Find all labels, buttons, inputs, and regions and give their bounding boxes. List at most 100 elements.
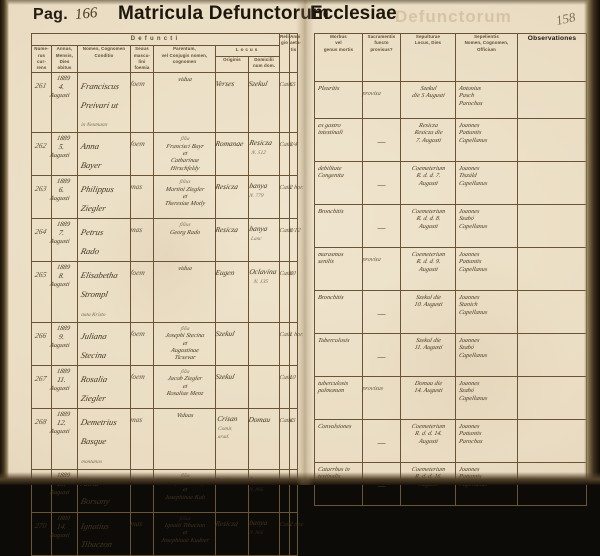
cell-sacramentis: provisus <box>362 376 401 420</box>
table-row[interactable]: Bronchitis — Coemeterium R. d. d. 8. Augusti… <box>314 204 587 248</box>
cell-nomen-cognomen: Rosalia Ziegler <box>77 364 131 409</box>
table-row[interactable]: Tuberculosis — Szekul die 11. Augusti Joanne… <box>314 333 587 377</box>
table-row[interactable]: 261 1889 4. Augusti Franciscus Preivari ut in … <box>31 71 299 134</box>
cell-sepultura: Coemeterium R. d. d. 7. Augusti <box>400 161 456 205</box>
ghost-title-bleedthrough: Defunctorum <box>395 7 512 26</box>
cell-religio: Cath. <box>279 468 294 513</box>
cell-sexus: foem <box>130 132 154 177</box>
cell-sepeliens: Antonius Pasch Parochus <box>455 81 518 119</box>
cell-domicilium: Domau <box>248 407 281 470</box>
table-row[interactable]: debilitate Congenita — Coemeterium R. d. d. … <box>314 161 587 205</box>
cell-anni-aetatis: 2 nov. <box>289 511 305 556</box>
table-row[interactable]: 263 1889 6. Augusti Philippus Ziegler mas filiu… <box>31 175 304 220</box>
cell-annus-mensis-dies: 1889 11. Augusti <box>49 364 78 409</box>
cell-parentum-coniugis: filia Francisci Bayr et Catharinae Hirschfel… <box>153 132 216 177</box>
cell-sepeliens: Joannes Pattantis Capellanus <box>455 118 518 162</box>
cell-nomen-cognomen: Elisabetha Strompl nata Kristo <box>77 261 131 323</box>
cell-origo: Resicza <box>215 468 249 513</box>
table-row[interactable]: 265 1889 8. Augusti Elisabetha Strompl nata Kr… <box>31 261 299 323</box>
table-row[interactable]: 268 1889 12. Augusti Demetrius Basque montanus… <box>31 407 299 470</box>
cell-morbus: Catarrhus in testinalis <box>314 462 363 506</box>
cell-nomen-cognomen: Petrus Rado <box>77 218 131 263</box>
cell-annus-mensis-dies: 1889 14. Augusti <box>49 511 78 556</box>
cell-nomen-cognomen: Ignatius Tibaczon <box>77 511 131 556</box>
cell-nomen-cognomen: Franciscus Preivari ut in Neumann <box>77 71 131 134</box>
cell-annus-mensis-dies: 1889 6. Augusti <box>49 175 78 220</box>
cell-observationes <box>517 290 587 334</box>
table-row[interactable]: Convulsiones — Coemeterium R. d. d. 14. Augu… <box>314 419 587 463</box>
cell-religio: Cath. <box>279 132 294 177</box>
band-defuncti: Defuncti <box>30 32 281 47</box>
cell-domicilium: Oclavina N. 135 <box>247 261 281 323</box>
cell-sepeliens: Joannes Stanich Capellanus <box>455 290 518 334</box>
cell-domicilium <box>247 321 281 366</box>
cell-domicilium: banya N. 866 <box>247 468 281 513</box>
cell-nomen-cognomen: Juliana Stecina <box>77 321 131 366</box>
cell-domicilium <box>247 364 281 409</box>
cell-religio: Cath. <box>279 261 294 323</box>
col-header-sexus: Sexus mascu- lini foemia <box>130 45 154 73</box>
cell-sexus: mas <box>130 407 154 470</box>
table-row[interactable]: 266 1889 9. Augusti Juliana Stecina foem filia J… <box>31 321 304 366</box>
cell-parentum-coniugis: filia Josephi Borsany et Josephinae Kob <box>153 468 216 513</box>
cell-religio: Cath. <box>279 71 294 134</box>
page-header: Pag. 166 Defunctorum Matricula Defunctor… <box>0 2 600 32</box>
cell-parentum-coniugis: Viduus <box>153 407 216 470</box>
deceased-table-left: Defuncti Reli-gio Anniaeta-tis Nume-rus … <box>30 32 305 556</box>
band-locus: Locus <box>214 45 281 57</box>
cell-numerus-currens: 266 <box>31 321 52 366</box>
cell-annus-mensis-dies: 1889 9. Augusti <box>49 321 78 366</box>
cell-sexus: foem <box>130 364 154 409</box>
cell-parentum-coniugis: filia Jacob Ziegler et Rosaliae Menz <box>153 364 216 409</box>
table-row[interactable]: marasmus senilis provisa Coemeterium R. d. d… <box>314 247 587 291</box>
col-header-sepeliens: Sepelientis Nomen, Cognomen, Officium <box>455 33 518 82</box>
cell-origo: Verses <box>215 71 249 134</box>
cell-morbus: Bronchitis <box>314 204 363 248</box>
cell-sepultura: Domau die 14. Augusti <box>400 376 456 420</box>
table-row[interactable]: Pleuritis provisa Szekul die 5 Augusti Anton… <box>314 81 587 119</box>
cell-origo: Szekul <box>215 321 249 366</box>
cell-nomen-cognomen: Philippus Ziegler <box>77 175 131 220</box>
cell-morbus: debilitate Congenita <box>314 161 363 205</box>
table-row[interactable]: 270 1889 14. Augusti Ignatius Tibaczon mas fili… <box>31 511 305 556</box>
cell-origo: Crisan Comit. arad. <box>215 407 249 470</box>
cell-morbus: ex gastro intestinali <box>314 118 363 162</box>
cell-numerus-currens: 263 <box>31 175 52 220</box>
cell-observationes <box>517 81 587 119</box>
table-row[interactable]: 267 1889 11. Augusti Rosalia Ziegler foem filia… <box>31 364 299 409</box>
cell-sexus: foem <box>130 321 154 366</box>
table-row[interactable]: Bronchitis — Szekul die 10. Augusti Joannes S… <box>314 290 587 334</box>
cell-sexus: mas <box>130 511 154 556</box>
cell-sepultura: Szekul die 11. Augusti <box>400 333 456 377</box>
cell-domicilium: Szekul <box>248 71 281 134</box>
col-header-nomen-cognomen: Nomen, Cognomen Conditio <box>77 45 131 73</box>
table-row[interactable]: 269 1889 13. Augusti Anna Borsany foem filia Jos… <box>31 468 305 513</box>
cell-domicilium: banya Lanc <box>247 218 281 263</box>
cell-religio: Cath. <box>279 364 294 409</box>
col-header-observationes: Observationes <box>517 33 587 82</box>
cell-sepultura: Coemeterium R. d. d. 16. Augusti <box>400 462 456 506</box>
cell-religio: Cath. <box>279 218 294 263</box>
table-row[interactable]: Catarrhus in testinalis — Coemeterium R. d. … <box>314 462 587 506</box>
col-header-domicilium: Domicilii num dom. <box>247 55 281 73</box>
cell-sacramentis: — <box>362 462 401 506</box>
cell-sepultura: Szekul die 10. Augusti <box>400 290 456 334</box>
col-header-sacramentis: Sacramentis functo provisus? <box>362 33 401 82</box>
table-row[interactable]: ex gastro intestinali — Resicza Resicza die 7… <box>314 118 587 162</box>
cell-annus-mensis-dies: 1889 8. Augusti <box>49 261 78 323</box>
cell-sacramentis: — <box>362 204 401 248</box>
table-row[interactable]: tuberculosis pulmonum provisus Domau die 14.… <box>314 376 587 420</box>
cell-numerus-currens: 264 <box>31 218 52 263</box>
table-row[interactable]: 262 1889 5. Augusti Anna Bayer foem filia Franci… <box>31 132 298 177</box>
col-header-morbus: Morbus vel genus mortis <box>314 33 363 82</box>
cell-numerus-currens: 268 <box>31 407 52 470</box>
cell-sepultura: Resicza Resicza die 7. Augusti <box>400 118 456 162</box>
cell-numerus-currens: 267 <box>31 364 52 409</box>
cell-sepultura: Coemeterium R. d. d. 8. Augusti <box>400 204 456 248</box>
cell-morbus: Convulsiones <box>314 419 363 463</box>
cell-observationes <box>517 161 587 205</box>
church-table-right: Morbus vel genus mortis Sacramentis functo… <box>314 33 587 506</box>
table-row[interactable]: 264 1889 7. Augusti Petrus Rado mas filius Georg… <box>31 218 301 263</box>
cell-domicilium: banya N. 779 <box>247 175 281 220</box>
